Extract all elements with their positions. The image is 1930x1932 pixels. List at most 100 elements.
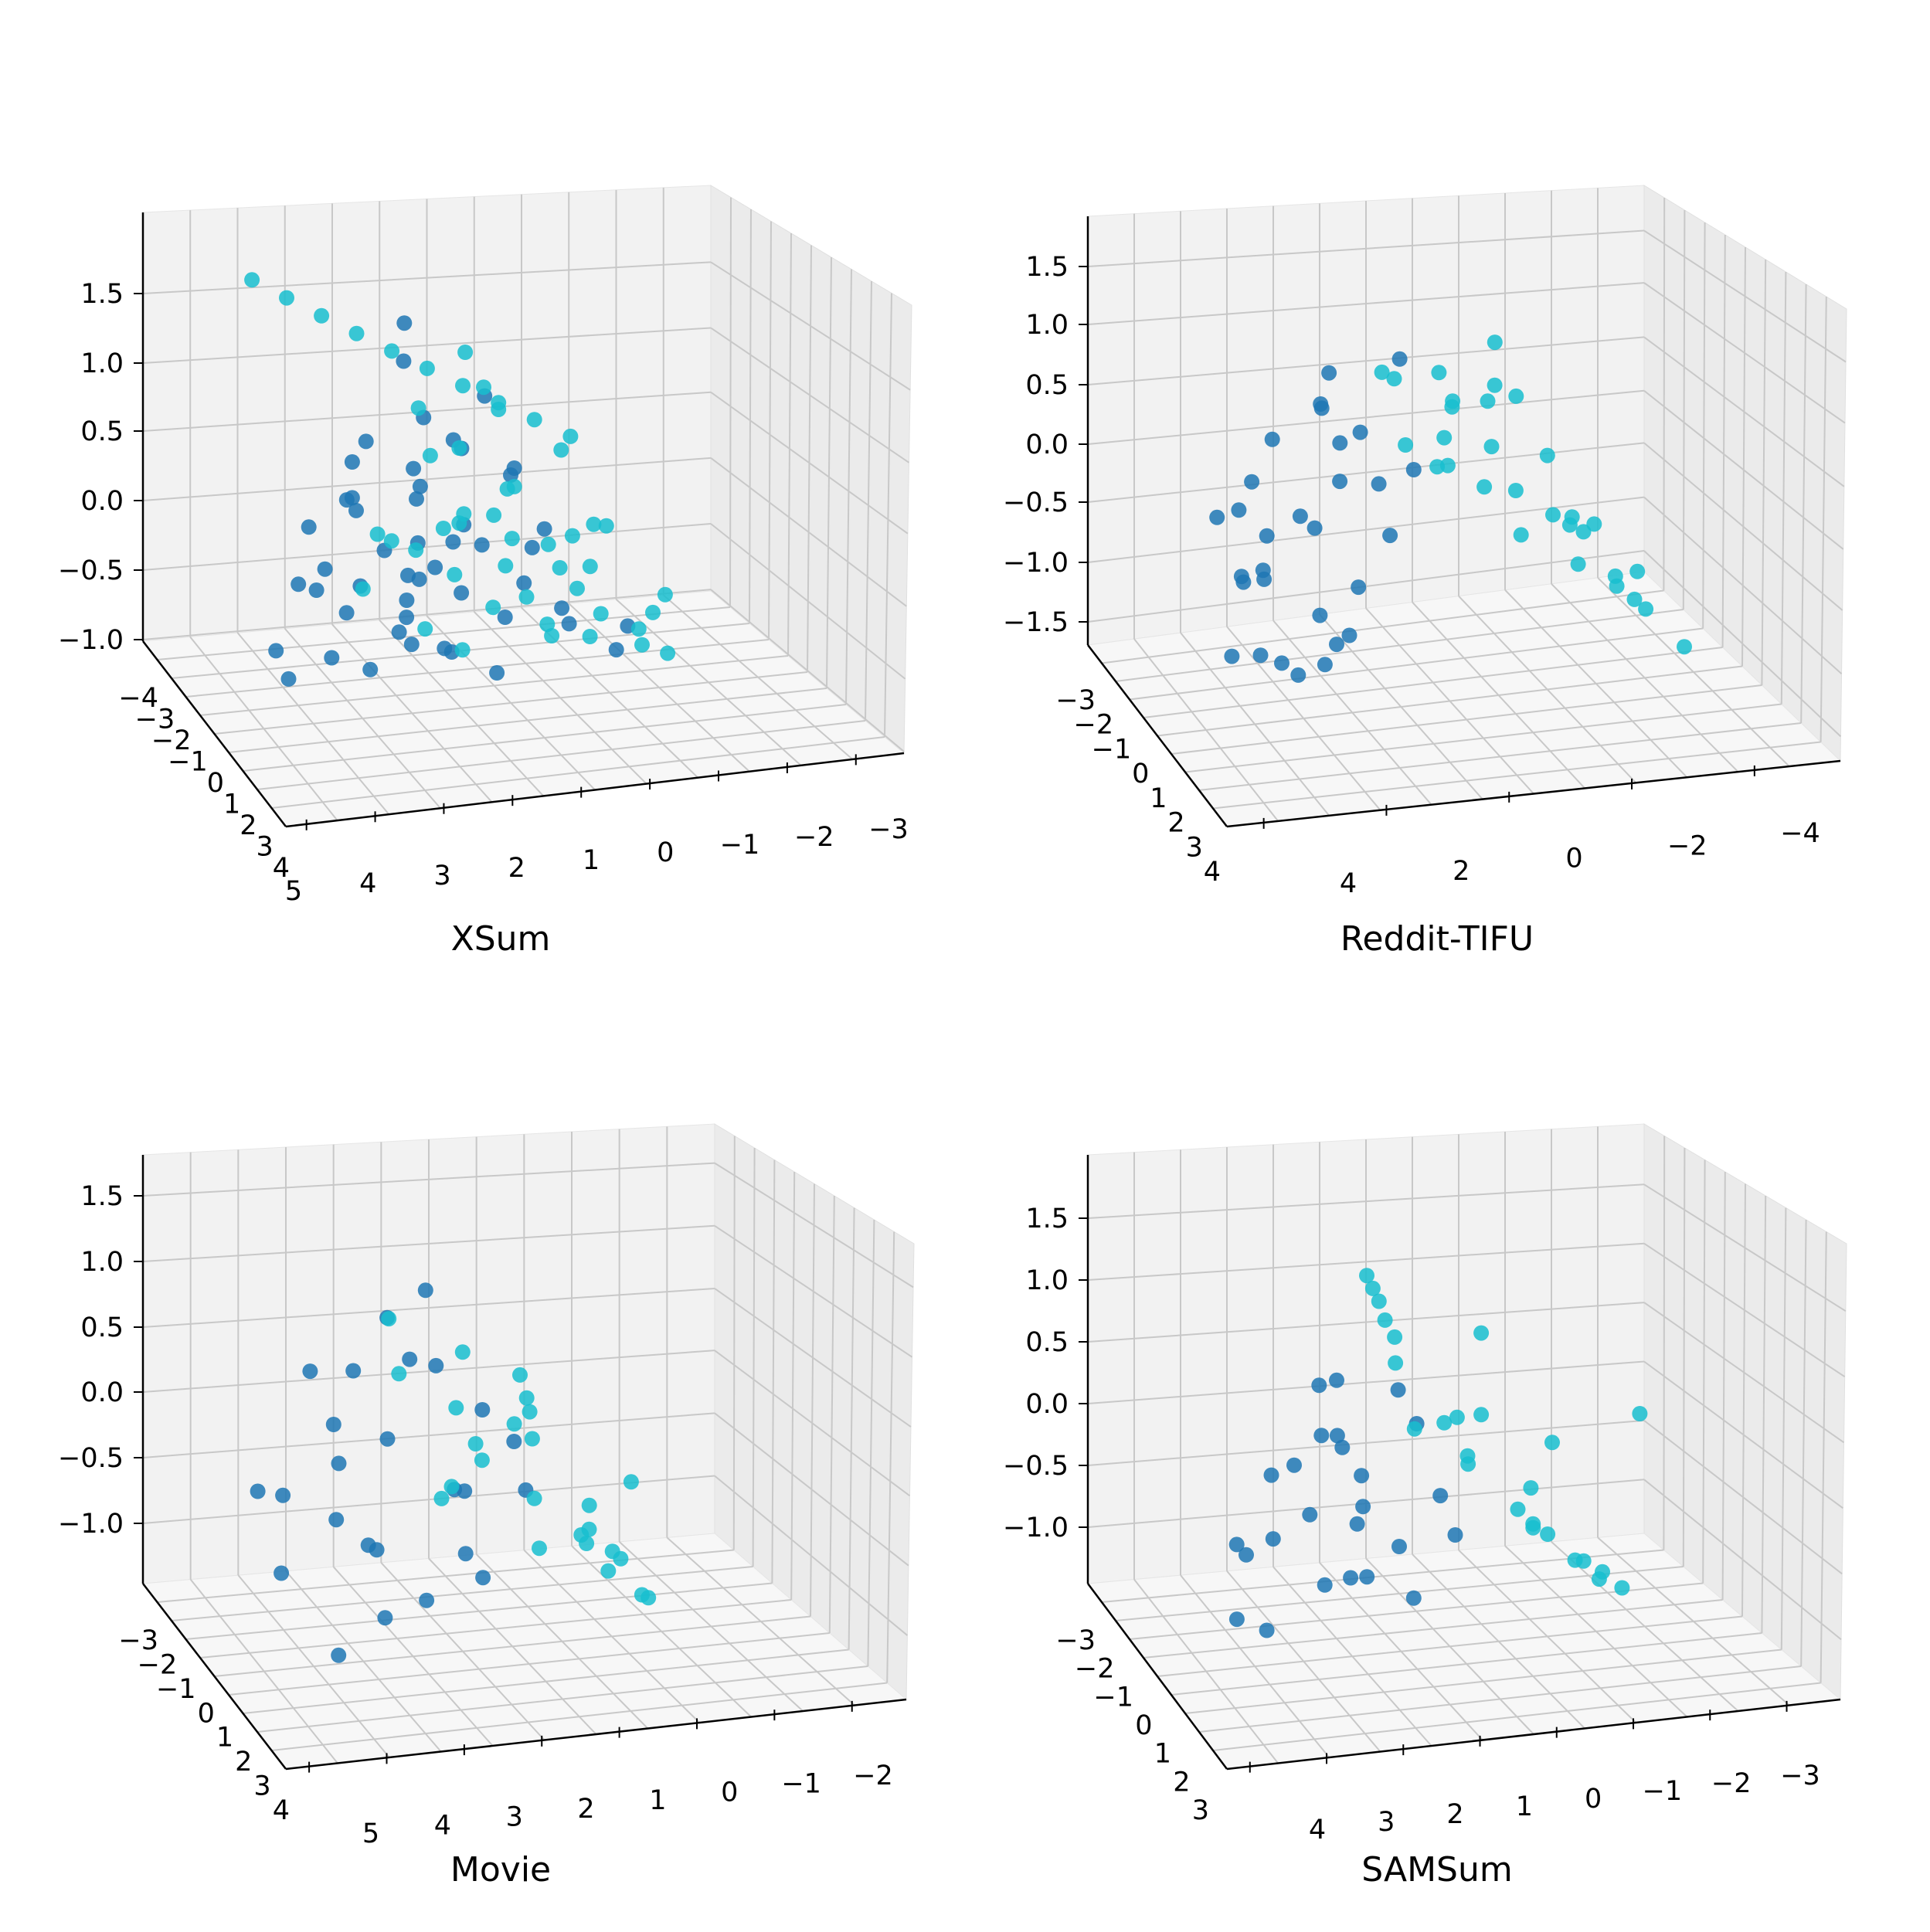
data-point (1286, 1457, 1302, 1473)
x-tick-label: 1 (583, 845, 600, 876)
data-point (593, 606, 609, 622)
data-point (562, 428, 579, 444)
data-point (1341, 627, 1357, 643)
data-point (657, 586, 673, 603)
data-point (1329, 1372, 1344, 1388)
data-point (427, 559, 443, 576)
y-tick-label: 2 (240, 810, 257, 841)
data-point (1609, 578, 1625, 594)
data-point (1391, 351, 1408, 367)
grid-line (1741, 246, 1746, 667)
grid-line (1780, 271, 1787, 705)
y-tick-label: 1 (1154, 1739, 1171, 1770)
data-point (1386, 371, 1402, 387)
grid-line (771, 1160, 776, 1584)
x-tick-label: 5 (362, 1818, 379, 1849)
z-tick-label: 1.5 (80, 1181, 124, 1212)
data-point (634, 637, 650, 653)
grid-line (142, 327, 712, 364)
y-tick-label: 2 (1167, 808, 1184, 839)
grid-line (380, 1562, 545, 1741)
data-point (1334, 1439, 1351, 1455)
data-point (1209, 509, 1225, 525)
y-tick-label: −1 (168, 747, 208, 778)
data-point (344, 454, 360, 470)
data-point (274, 1565, 290, 1581)
data-point (383, 533, 399, 549)
x-tick-label: 2 (1453, 856, 1470, 887)
grid-line (142, 589, 712, 640)
y-tick-label: 2 (235, 1747, 252, 1778)
data-point (391, 1366, 407, 1382)
data-point (1228, 1536, 1245, 1553)
data-point (1312, 607, 1328, 623)
data-point (396, 315, 413, 331)
data-point (1317, 1577, 1333, 1593)
x-tick-label: −2 (1711, 1768, 1752, 1799)
data-point (586, 516, 602, 532)
data-point (1256, 571, 1273, 587)
data-point (331, 1647, 347, 1663)
grid-line (1458, 595, 1637, 784)
x-tick-label: 3 (433, 861, 450, 891)
data-point (1235, 574, 1252, 590)
data-point (1629, 563, 1646, 579)
grid-line (1780, 1207, 1787, 1650)
data-point (474, 1402, 491, 1418)
data-point (314, 307, 330, 324)
x-tick-label: 4 (434, 1810, 451, 1841)
grid-line (284, 628, 441, 809)
z-tick-label: −1.5 (1003, 607, 1069, 638)
data-point (244, 272, 260, 288)
data-point (518, 589, 535, 605)
data-point (1359, 1569, 1375, 1585)
y-tick-label: 3 (1186, 832, 1203, 863)
panel-title: SAMSum (1361, 1850, 1513, 1890)
grid-line (1721, 1171, 1726, 1601)
grid-line (1226, 626, 1381, 811)
data-point (411, 571, 427, 587)
data-point (1432, 1488, 1449, 1504)
grid-line (826, 256, 832, 689)
series-group (1359, 1268, 1648, 1596)
data-point (645, 604, 661, 620)
series-group (244, 272, 676, 661)
data-point (475, 1570, 491, 1586)
data-point (1359, 1268, 1374, 1284)
z-tick-label: 0.5 (80, 416, 124, 447)
grid-line (331, 623, 493, 803)
grid-line (1365, 607, 1534, 795)
data-point (377, 1610, 393, 1626)
data-point (1507, 483, 1524, 498)
x-tick-label: 5 (285, 876, 302, 907)
data-point (1224, 648, 1240, 664)
grid-line (666, 1536, 855, 1706)
x-tick-label: −4 (1780, 818, 1820, 849)
y-axis-line (1087, 644, 1228, 827)
data-point (456, 506, 472, 522)
data-point (1632, 1406, 1648, 1421)
data-point (600, 1563, 617, 1579)
data-point (504, 531, 520, 547)
data-point (1274, 655, 1289, 671)
grid-line (1087, 336, 1645, 385)
x-tick-label: 4 (1309, 1815, 1326, 1845)
data-point (250, 1483, 266, 1499)
grid-line (142, 1287, 715, 1328)
data-point (1545, 507, 1561, 523)
grid-line (332, 1566, 494, 1747)
data-point (391, 624, 407, 640)
data-point (455, 378, 471, 394)
y-tick-label: −2 (151, 725, 192, 756)
data-point (1332, 435, 1348, 451)
grid-line (1820, 1231, 1827, 1683)
data-point (486, 507, 502, 523)
data-point (1525, 1516, 1541, 1532)
grid-line (729, 197, 732, 608)
grid-line (1458, 1549, 1637, 1723)
data-point (1405, 462, 1422, 477)
data-point (308, 582, 324, 598)
x-tick-label: −3 (1780, 1761, 1820, 1791)
data-point (279, 290, 294, 306)
